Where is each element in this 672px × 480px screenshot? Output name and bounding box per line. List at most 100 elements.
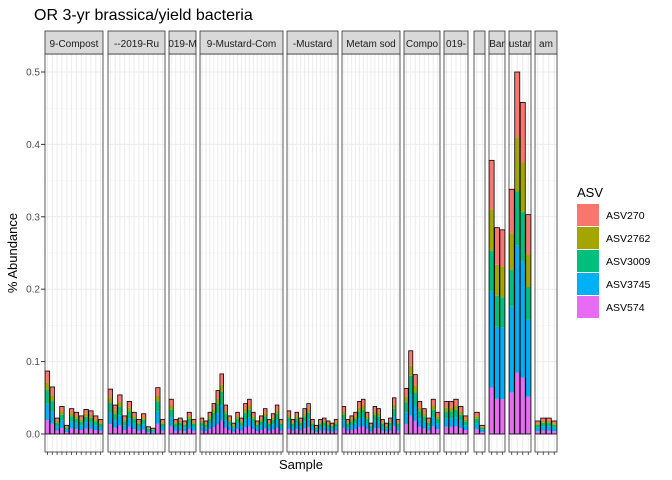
bar-segment-asv574 [45,420,50,434]
bar-segment-asv574 [204,431,208,434]
bar-stack [333,419,339,435]
bar-segment-asv2762 [127,407,132,412]
bar-outline [117,394,123,435]
facet-panel: Compo [403,30,441,455]
bar-segment-asv3745 [376,421,381,429]
bar-segment-asv270 [239,418,244,421]
bar-segment-asv2762 [361,405,366,410]
bar-segment-asv3009 [546,422,552,427]
bar-stack [443,401,450,435]
bar-segment-asv574 [342,427,346,434]
bar-segment-asv2762 [431,405,436,410]
bar-stack [251,411,256,435]
bar-segment-asv2762 [353,416,358,419]
facet-strip [443,30,469,55]
bar-stack [514,71,521,435]
bar-stack [83,408,89,435]
bar-segment-asv3745 [50,411,55,424]
bar-segment-asv270 [150,428,156,430]
bar-segment-asv2762 [247,405,252,410]
bar-segment-asv574 [239,430,244,434]
bar-segment-asv3009 [141,419,146,425]
bar-segment-asv2762 [314,426,319,428]
bar-segment-asv3009 [404,402,409,413]
bar-stack [286,410,292,435]
bar-segment-asv2762 [108,397,113,403]
bar-segment-asv3745 [302,421,307,429]
bar-segment-asv2762 [182,423,187,425]
bar-segment-asv3009 [551,424,557,428]
bar-segment-asv574 [64,432,69,434]
bar-stack [294,411,300,435]
bar-segment-asv574 [413,420,418,434]
bar-segment-asv574 [263,428,268,434]
bar-stack [534,420,541,435]
bar-segment-asv574 [287,428,291,434]
bar-segment-asv3009 [219,391,224,406]
facet-panel: ustar [508,30,532,455]
facet-panel: 9-Mustard-Com [199,30,284,455]
facet-strip-label: 019- [446,39,466,50]
bar-stack [426,417,432,435]
bar-segment-asv3009 [200,422,204,427]
bar-segment-asv3009 [314,427,319,430]
bar-segment-asv3745 [45,403,50,421]
bar-segment-asv2762 [231,425,236,427]
bar-segment-asv2762 [448,407,454,412]
bar-segment-asv3745 [551,427,557,432]
bar-segment-asv3009 [499,297,505,328]
bar-stack [54,417,60,435]
facet-strip [107,30,166,55]
bar-segment-asv574 [98,430,103,434]
bar-stack [479,424,486,435]
bar-segment-asv2762 [444,407,449,412]
bar-stack [345,419,350,435]
bar-segment-asv2762 [279,422,283,424]
bar-segment-asv2762 [112,410,118,414]
bar-segment-asv270 [69,408,74,414]
bar-stack [329,422,335,435]
bar-segment-asv2762 [489,209,495,251]
bar-segment-asv270 [291,419,295,423]
bar-segment-asv2762 [458,411,464,415]
bar-segment-asv574 [346,430,350,434]
bar-segment-asv574 [353,429,358,434]
bar-outline [59,406,65,435]
bar-stack [73,411,80,435]
bar-segment-asv270 [318,419,323,423]
bar-segment-asv3009 [251,418,256,424]
bar-segment-asv2762 [520,162,526,212]
bar-segment-asv3009 [509,270,515,307]
bar-segment-asv3009 [50,401,55,412]
bar-stack [435,411,441,435]
bar-segment-asv270 [136,419,142,423]
bar-stack [223,404,228,435]
facet-panel: 019-M [168,30,197,455]
facet-strip [403,30,441,55]
bar-segment-asv3009 [231,426,236,429]
facet-strip-label: 9-Compost [50,39,99,50]
bar-segment-asv3009 [69,416,74,422]
bar-segment-asv3745 [287,422,291,429]
facet-strip-label: Bar [489,39,505,50]
bar-segment-asv574 [169,426,174,434]
bar-segment-asv2762 [173,422,178,424]
y-tick-label: 0.4 [26,140,40,151]
facet-strip [341,30,401,55]
bar-outline [49,386,55,435]
bar-stack [540,417,547,435]
bar-segment-asv3009 [267,423,271,428]
bar-segment-asv3009 [330,426,334,429]
bar-stack [182,420,188,435]
bar-outline [514,71,521,435]
bar-segment-asv3745 [431,417,436,427]
bar-segment-asv270 [546,418,552,421]
bar-segment-asv270 [208,412,212,417]
bar-segment-asv574 [112,427,118,434]
bar-segment-asv574 [108,424,113,434]
bar-segment-asv3745 [520,261,526,378]
bar-stack [412,374,418,435]
bar-segment-asv574 [396,430,400,434]
bar-stack [403,387,409,435]
bar-segment-asv3009 [131,418,137,424]
